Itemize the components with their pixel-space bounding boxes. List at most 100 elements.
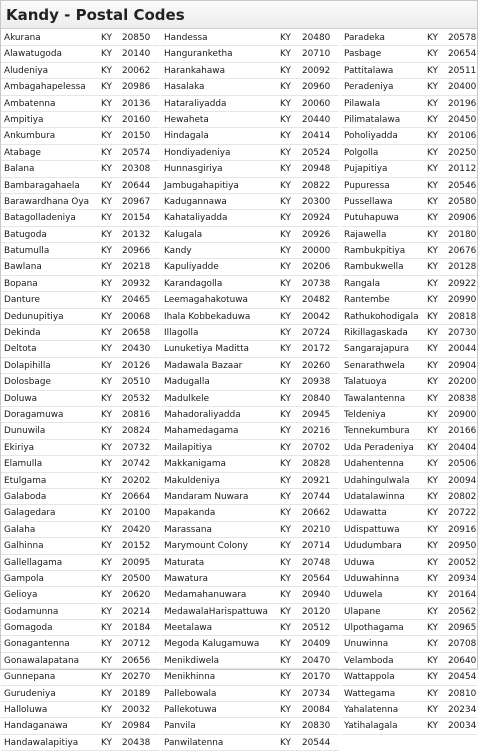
table-row: Madugalla KY 20938 bbox=[161, 374, 339, 391]
place-name: Meetalawa bbox=[164, 623, 213, 634]
place-name: Rambukpitiya bbox=[344, 246, 406, 257]
district-code: KY bbox=[101, 229, 112, 240]
place-name: Atabage bbox=[4, 147, 41, 158]
district-code: KY bbox=[101, 164, 112, 175]
table-row: Hasalaka KY 20960 bbox=[161, 79, 339, 96]
postal-code: 20714 bbox=[302, 541, 331, 552]
postal-code: 20100 bbox=[122, 508, 151, 519]
postal-code: 20034 bbox=[448, 721, 477, 732]
postal-code: 20140 bbox=[122, 49, 151, 60]
place-name: Galagedara bbox=[4, 508, 56, 519]
postal-code: 20234 bbox=[448, 705, 477, 716]
district-code: KY bbox=[427, 131, 438, 142]
table-row: Godamunna KY 20214 bbox=[1, 604, 159, 621]
place-name: Madulkele bbox=[164, 393, 210, 404]
place-name: Pilimatalawa bbox=[344, 114, 401, 125]
postal-code: 20940 bbox=[302, 590, 331, 601]
district-code: KY bbox=[427, 541, 438, 552]
postal-code: 20960 bbox=[302, 82, 331, 93]
table-row: Illagolla KY 20724 bbox=[161, 325, 339, 342]
postal-code: 20966 bbox=[122, 246, 151, 257]
postal-code: 20810 bbox=[448, 688, 477, 699]
district-code: KY bbox=[427, 459, 438, 470]
district-code: KY bbox=[427, 196, 438, 207]
postal-code: 20922 bbox=[448, 278, 477, 289]
place-name: Galaha bbox=[4, 524, 36, 535]
table-row: Udahentenna KY 20506 bbox=[341, 456, 477, 473]
table-row: Danture KY 20465 bbox=[1, 292, 159, 309]
table-row: Barawardhana Oya KY 20967 bbox=[1, 194, 159, 211]
place-name: Pattitalawa bbox=[344, 65, 394, 76]
place-name: Kadugannawa bbox=[164, 196, 227, 207]
place-name: Gunnepana bbox=[4, 672, 56, 683]
place-name: Dekinda bbox=[4, 328, 41, 339]
table-row: Gampola KY 20500 bbox=[1, 571, 159, 588]
place-name: Handessa bbox=[164, 33, 208, 43]
place-name: Udatalawinna bbox=[344, 491, 405, 502]
table-row: Ulpothagama KY 20965 bbox=[341, 620, 477, 637]
postal-code: 20742 bbox=[122, 459, 151, 470]
place-name: Ulapane bbox=[344, 606, 381, 617]
postal-code: 20512 bbox=[302, 623, 331, 634]
postal-code: 20126 bbox=[122, 360, 151, 371]
district-code: KY bbox=[101, 524, 112, 535]
postal-code: 20658 bbox=[122, 328, 151, 339]
table-row: Hunnasgiriya KY 20948 bbox=[161, 161, 339, 178]
table-row: Pallebowala KY 20734 bbox=[161, 686, 339, 703]
place-name: Tennekumbura bbox=[344, 426, 410, 437]
district-code: KY bbox=[101, 737, 112, 748]
table-row: Ekiriya KY 20732 bbox=[1, 440, 159, 457]
postal-code: 20112 bbox=[448, 164, 477, 175]
postal-code: 20828 bbox=[302, 459, 331, 470]
place-name: Teldeniya bbox=[344, 409, 386, 420]
table-row: Handessa KY 20480 bbox=[161, 30, 339, 47]
district-code: KY bbox=[280, 33, 291, 43]
postal-code: 20532 bbox=[122, 393, 151, 404]
place-name: Pussellawa bbox=[344, 196, 393, 207]
district-code: KY bbox=[101, 344, 112, 355]
district-code: KY bbox=[427, 328, 438, 339]
table-row: Paradeka KY 20578 bbox=[341, 30, 477, 47]
table-row: Talatuoya KY 20200 bbox=[341, 374, 477, 391]
table-row: Mahadoraliyadda KY 20945 bbox=[161, 407, 339, 424]
postal-code: 20300 bbox=[302, 196, 331, 207]
postal-code: 20150 bbox=[122, 131, 151, 142]
table-row: Ambagahapelessa KY 20986 bbox=[1, 79, 159, 96]
place-name: Ambagahapelessa bbox=[4, 82, 86, 93]
district-code: KY bbox=[280, 705, 291, 716]
postal-code: 20400 bbox=[448, 82, 477, 93]
postal-code: 20546 bbox=[448, 180, 477, 191]
district-code: KY bbox=[101, 82, 112, 93]
table-row: Panvila KY 20830 bbox=[161, 718, 339, 735]
postal-code: 20654 bbox=[448, 49, 477, 60]
place-name: Velamboda bbox=[344, 655, 394, 666]
district-code: KY bbox=[280, 262, 291, 273]
table-row: Aludeniya KY 20062 bbox=[1, 63, 159, 80]
postal-code: 20136 bbox=[122, 98, 151, 109]
table-row: Gurudeniya KY 20189 bbox=[1, 686, 159, 703]
place-name: Ududumbara bbox=[344, 541, 402, 552]
postal-code: 20906 bbox=[448, 213, 477, 224]
table-row: Sangarajapura KY 20044 bbox=[341, 341, 477, 358]
district-code: KY bbox=[427, 639, 438, 650]
postal-column: Akurana KY 20850 Alawatugoda KY 20140 Aludeniy… bbox=[1, 30, 159, 751]
district-code: KY bbox=[280, 311, 291, 322]
district-code: KY bbox=[427, 180, 438, 191]
postal-code: 20042 bbox=[302, 311, 331, 322]
table-row: Mahamedagama KY 20216 bbox=[161, 423, 339, 440]
district-code: KY bbox=[101, 131, 112, 142]
district-code: KY bbox=[427, 688, 438, 699]
table-row: Ududumbara KY 20950 bbox=[341, 538, 477, 555]
place-name: Mahadoraliyadda bbox=[164, 409, 241, 420]
place-name: Lunuketiya Maditta bbox=[164, 344, 249, 355]
place-name: Godamunna bbox=[4, 606, 59, 617]
place-name: MedawalaHarispattuwa bbox=[164, 606, 268, 617]
place-name: Mawatura bbox=[164, 573, 208, 584]
postal-code: 20164 bbox=[448, 590, 477, 601]
place-name: Pallekotuwa bbox=[164, 705, 217, 716]
table-row: Pupuressa KY 20546 bbox=[341, 178, 477, 194]
district-code: KY bbox=[280, 409, 291, 420]
table-row: Halloluwa KY 20032 bbox=[1, 702, 159, 719]
postal-code: 20216 bbox=[302, 426, 331, 437]
district-code: KY bbox=[101, 688, 112, 699]
